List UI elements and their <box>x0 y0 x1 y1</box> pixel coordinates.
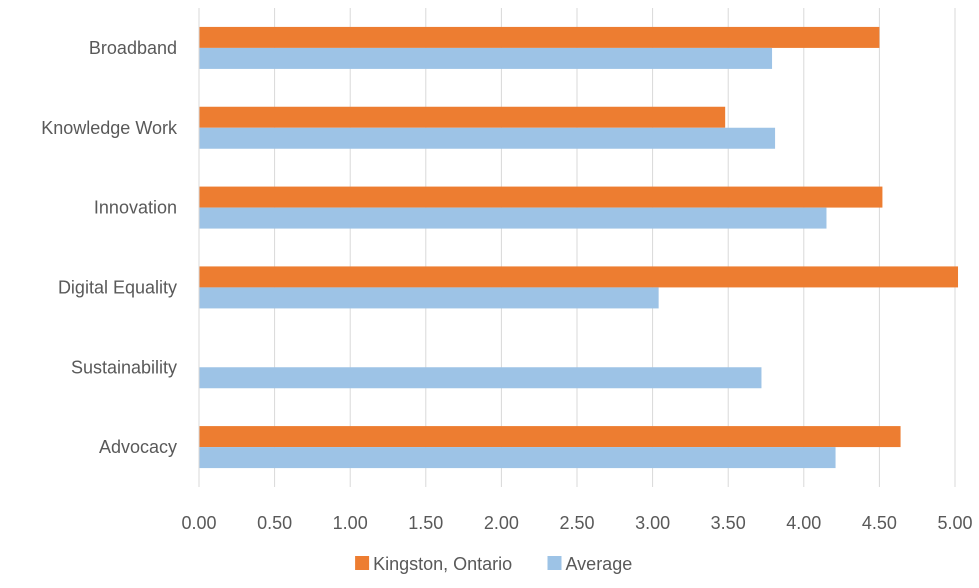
x-tick-label-0-00: 0.00 <box>181 513 216 533</box>
bars <box>199 26 959 469</box>
x-tick-label-1-50: 1.50 <box>408 513 443 533</box>
category-label-innovation: Innovation <box>94 198 177 218</box>
bar-average-innovation <box>199 207 827 229</box>
bar-average-knowledge-work <box>199 127 776 149</box>
category-label-advocacy: Advocacy <box>99 437 177 457</box>
category-label-knowledge-work: Knowledge Work <box>41 118 178 138</box>
legend: Kingston, Ontario Average <box>355 554 632 574</box>
x-tick-label-4-50: 4.50 <box>862 513 897 533</box>
bar-kingston-ontario-advocacy <box>199 426 901 448</box>
x-tick-label-3-50: 3.50 <box>711 513 746 533</box>
x-tick-label-1-00: 1.00 <box>333 513 368 533</box>
axes: 0.00 0.50 1.00 1.50 2.00 2.50 3.00 3.50 4.00 4.50… <box>41 8 973 533</box>
x-tick-label-4-00: 4.00 <box>786 513 821 533</box>
bar-average-advocacy <box>199 447 836 469</box>
x-tick-label-2-00: 2.00 <box>484 513 519 533</box>
x-tick-label-2-50: 2.50 <box>559 513 594 533</box>
category-label-sustainability: Sustainability <box>71 357 177 377</box>
bar-average-sustainability <box>199 367 762 389</box>
legend-label-kingston-ontario: Kingston, Ontario <box>373 554 512 574</box>
legend-label-average: Average <box>566 554 633 574</box>
bar-kingston-ontario-innovation <box>199 186 883 208</box>
legend-swatch-average <box>547 556 562 570</box>
x-tick-label-0-50: 0.50 <box>257 513 292 533</box>
x-tick-label-5-00: 5.00 <box>937 513 972 533</box>
x-tick-label-3-00: 3.00 <box>635 513 670 533</box>
bar-kingston-ontario-digital-equality <box>199 266 959 288</box>
bar-average-broadband <box>199 47 773 69</box>
category-label-broadband: Broadband <box>89 38 177 58</box>
gridlines <box>198 8 956 487</box>
bar-kingston-ontario-broadband <box>199 26 880 48</box>
legend-swatch-kingston-ontario <box>355 556 370 570</box>
bar-average-digital-equality <box>199 287 659 309</box>
category-label-digital-equality: Digital Equality <box>58 277 177 297</box>
bar-kingston-ontario-knowledge-work <box>199 106 726 128</box>
